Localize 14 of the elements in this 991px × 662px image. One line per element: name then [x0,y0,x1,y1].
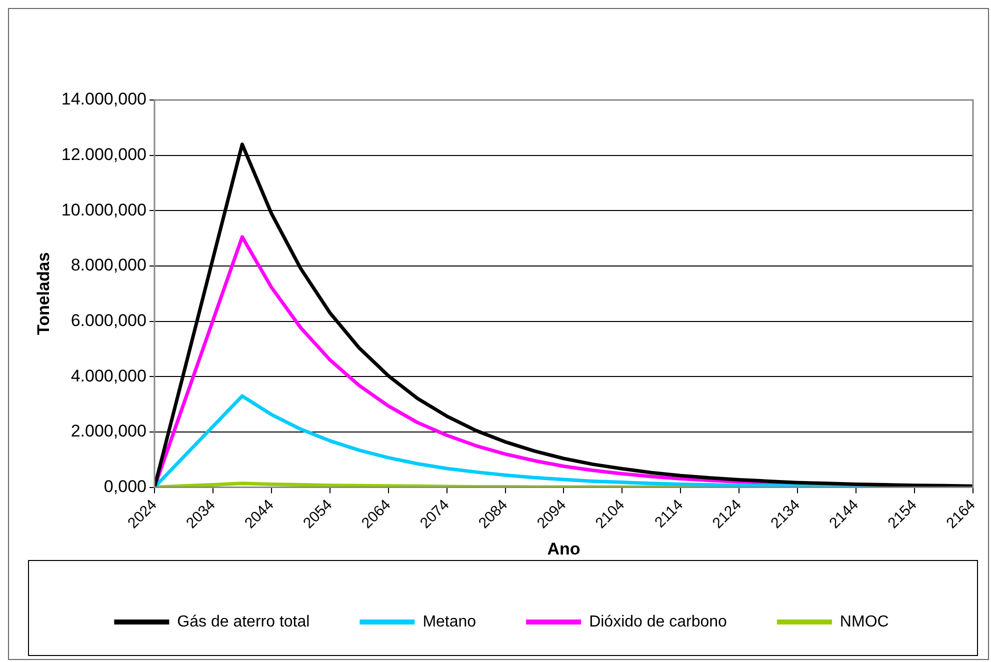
y-tick-label: 12.000,000 [61,145,146,164]
y-tick-label: 14.000,000 [61,90,146,109]
y-tick-label: 4.000,000 [70,366,146,386]
y-tick-label: 6.000,000 [70,310,146,330]
x-axis-title: Ano [547,539,580,558]
legend-label: Metano [422,613,476,630]
y-tick-label: 0,000 [104,476,146,496]
y-tick-label: 10.000,000 [61,200,146,220]
y-tick-label: 2.000,000 [70,422,146,441]
y-tick-label: 8.000,000 [70,256,146,275]
legend-label: NMOC [840,613,889,630]
y-axis-title: Toneladas [34,252,53,336]
legend-label: Gás de aterro total [177,613,310,630]
legend-label: Dióxido de carbono [589,613,728,630]
